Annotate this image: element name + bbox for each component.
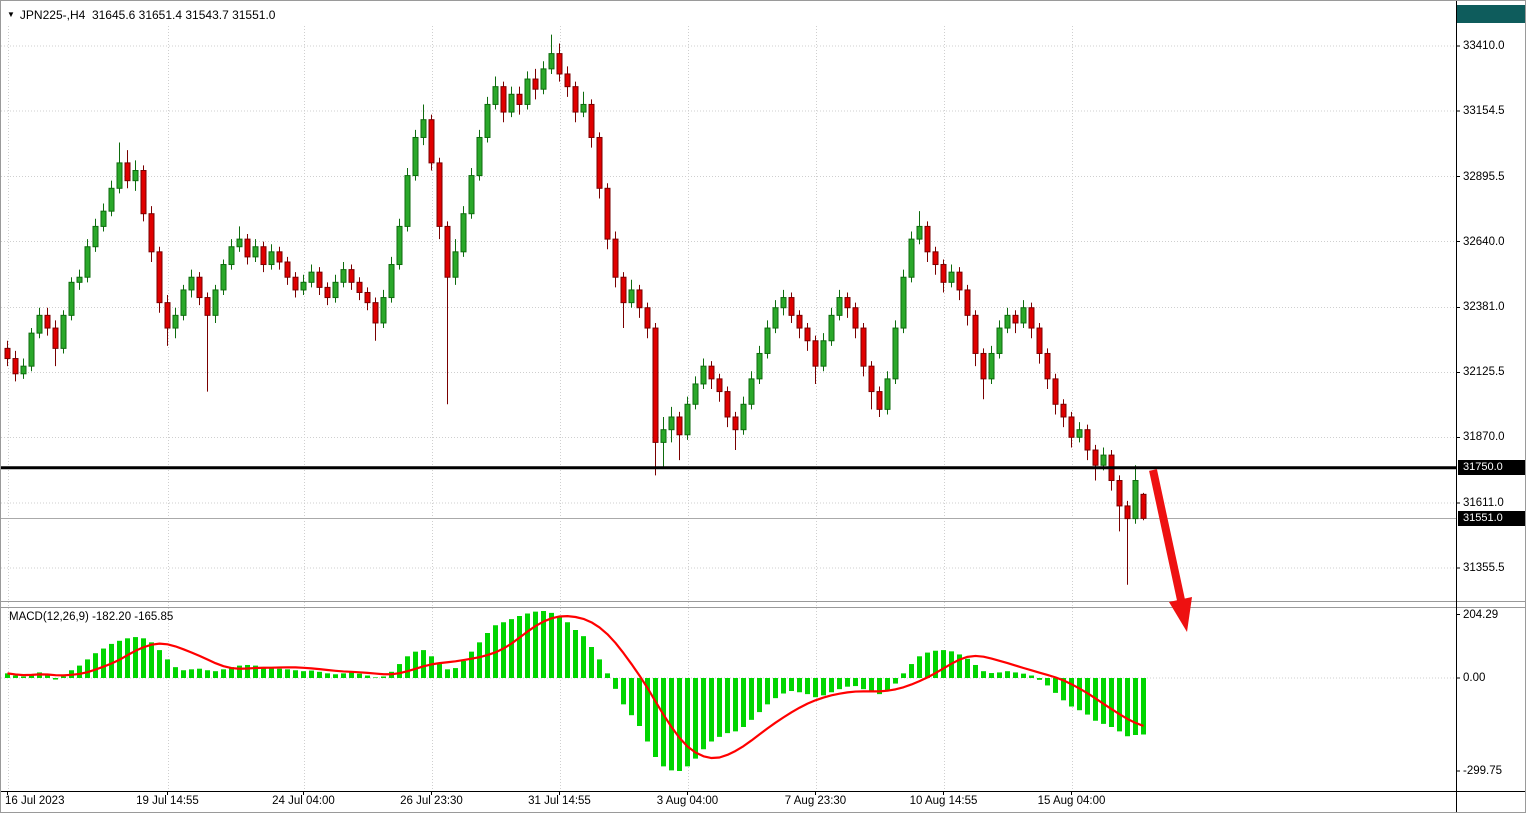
trend-arrow[interactable]: [1149, 469, 1185, 601]
time-axis-label: 19 Jul 14:55: [136, 795, 199, 807]
macd-axis-label: 204.29: [1463, 608, 1499, 621]
hline-price-tag: 31750.0: [1458, 460, 1525, 475]
price-axis-label: 32125.5: [1463, 366, 1505, 379]
trend-arrow-head[interactable]: [1169, 597, 1192, 632]
price-axis-label: 32381.0: [1463, 301, 1505, 314]
time-axis-label: 31 Jul 14:55: [528, 795, 591, 807]
price-axis-label: 31870.0: [1463, 431, 1505, 444]
time-axis-label: 16 Jul 2023: [5, 795, 65, 807]
price-axis-label: 31611.0: [1463, 497, 1504, 510]
symbol-ohlc-label: JPN225-,H4 31645.6 31651.4 31543.7 31551…: [19, 8, 276, 22]
price-axis-label: 33410.0: [1463, 40, 1505, 52]
current-price-tag: 31551.0: [1458, 511, 1525, 526]
price-axis-label: 33154.5: [1463, 104, 1505, 117]
time-axis-label: 24 Jul 04:00: [272, 795, 335, 807]
macd-axis-label: -299.75: [1463, 764, 1503, 777]
symbol-dropdown-icon[interactable]: ▼: [7, 10, 15, 19]
symbol-info: ▼ JPN225-,H4 31645.6 31651.4 31543.7 315…: [7, 8, 275, 22]
time-axis-label: 7 Aug 23:30: [784, 795, 847, 807]
time-axis-label: 15 Aug 04:00: [1037, 795, 1106, 807]
price-axis-label: 31355.5: [1463, 562, 1505, 575]
axis-corner-box: [1457, 5, 1525, 23]
price-axis-label: 32895.5: [1463, 170, 1505, 183]
macd-indicator-label: MACD(12,26,9) -182.20 -165.85: [9, 611, 174, 623]
macd-axis-label: 0.00: [1463, 672, 1486, 684]
time-axis-label: 3 Aug 04:00: [656, 795, 719, 807]
price-axis-label: 32640.0: [1463, 235, 1505, 248]
time-axis-label: 10 Aug 14:55: [909, 795, 978, 807]
time-axis-label: 26 Jul 23:30: [400, 795, 463, 807]
